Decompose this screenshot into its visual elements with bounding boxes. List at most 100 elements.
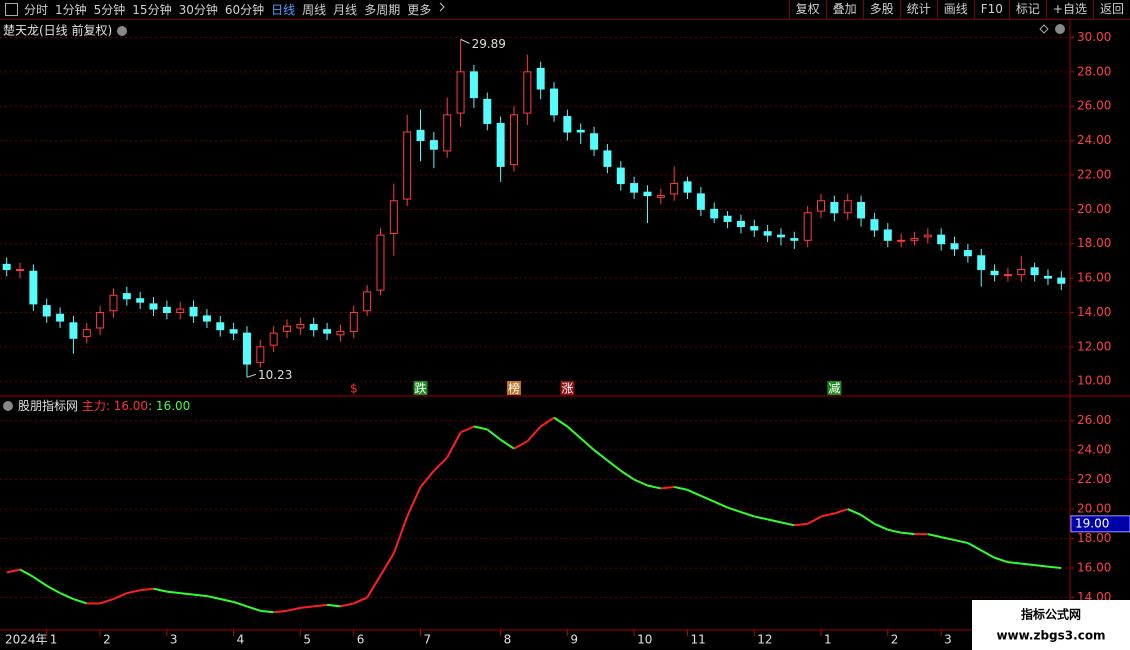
period-tab[interactable]: 30分钟 [178,3,218,17]
line-segment [820,512,835,518]
period-tab[interactable]: 多周期 [364,3,401,17]
line-segment [553,416,568,428]
candle-body [563,116,572,133]
candle-body [736,220,745,228]
candle-body [670,183,679,195]
chevron[interactable] [438,1,446,18]
line-segment [433,456,448,472]
line-segment [606,459,622,472]
line-segment [513,440,528,450]
candle-body [496,122,505,167]
line-segment [260,609,274,614]
line-segment [6,568,21,574]
tool-button[interactable]: F10 [973,0,1009,19]
period-tabs: 分时 1分钟 5分钟 15分钟 30分钟 60分钟 日线 周线 月线 多周期 更多 [18,1,789,18]
tool-button[interactable]: 返回 [1092,0,1130,19]
candle-body [843,200,852,214]
candle-body [830,201,839,214]
x-tick-label: 2024年 [5,633,48,647]
line-segment [593,449,609,462]
chart-area: 10.00 12.00 14.00 16.00 18.00 20.00 22.00 24.00… [0,20,1130,650]
line-segment [59,592,74,600]
line-segment [73,598,88,605]
candle-body [616,167,625,185]
period-tab[interactable]: 60分钟 [224,3,265,17]
candle-body [857,201,866,219]
menu-box[interactable] [5,3,18,16]
candle-body [977,255,986,271]
candle-body [283,325,292,332]
line-segment [580,437,595,451]
x-tick-label: 2 [891,633,899,647]
line-segment [99,598,114,605]
watermark-box [972,600,1130,650]
line-segment [901,531,915,536]
candle-body [176,308,185,313]
line-segment [1047,565,1062,570]
candle-body [296,324,305,329]
tool-button[interactable]: 叠加 [825,0,863,19]
tool-button[interactable]: +自选 [1045,0,1093,19]
y-tick-label: 26.00 [1077,99,1111,113]
period-tab[interactable]: 周线 [302,3,327,17]
candle-body [109,294,118,312]
candle-body [990,270,999,276]
min-label: 10.23 [258,368,292,382]
line-segment [473,425,488,431]
indicator-name: 股朋指标网 [18,398,78,413]
period-tab[interactable]: 15分钟 [132,3,172,17]
candle-body [483,98,492,124]
line-segment [353,596,368,605]
line-segment [647,484,662,490]
line-segment [687,488,702,497]
candle-body [643,191,652,197]
candle-body [803,212,812,241]
line-segment [19,568,34,578]
period-tab[interactable]: 分时 [24,3,49,17]
y-tick-label: 16.00 [1077,561,1111,575]
line-segment [700,494,715,503]
x-tick-label: 5 [303,633,311,647]
line-segment [140,587,154,592]
x-tick-label: 3 [170,633,178,647]
line-segment [860,514,875,525]
line-segment [526,425,542,442]
line-segment [153,587,168,593]
line-segment [566,425,582,440]
line-segment [727,506,742,513]
period-tab[interactable]: 日线 [271,3,296,17]
candle-body [162,306,171,313]
candle-body [389,200,398,234]
period-tab[interactable]: 更多 [407,3,432,17]
line-segment [540,416,555,428]
candle-body [149,303,158,310]
period-tab[interactable]: 月线 [333,3,358,17]
series-name: 主力 [82,399,106,413]
line-segment [673,485,688,491]
candle-body [96,311,105,329]
period-tab[interactable]: 1分钟 [55,3,87,17]
toolbar: 分时 1分钟 5分钟 15分钟 30分钟 60分钟 日线 周线 月线 多周期 更多 复权 叠加 多股 统计… [0,0,1130,20]
line-segment [32,576,48,587]
line-segment [834,508,849,515]
period-tab[interactable]: 5分钟 [93,3,126,17]
candle-body [776,234,785,238]
candle-body [696,193,705,210]
y-tick-label: 10.00 [1077,374,1111,388]
tool-button[interactable]: 多股 [862,0,900,19]
tool-button[interactable]: 标记 [1008,0,1046,19]
candle-body [536,67,545,90]
tool-button[interactable]: 复权 [788,0,826,19]
candle-body [937,234,946,245]
candle-body [923,234,932,238]
candle-body [416,129,425,142]
line-segment [874,522,889,531]
candle-body [363,291,372,312]
tool-button[interactable]: 统计 [899,0,937,19]
candle-body [683,181,692,193]
tool-button[interactable]: 画线 [936,0,974,19]
line-segment [1021,562,1035,567]
line-segment [166,590,181,595]
cursor-label: 19.00 [1075,516,1109,530]
x-tick-label: 3 [944,633,952,647]
